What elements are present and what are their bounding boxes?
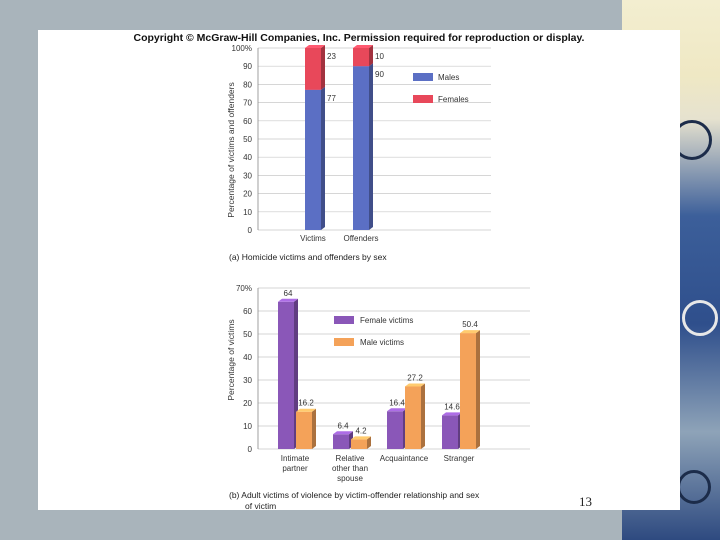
chart-b-bar-male-victims-side	[312, 408, 316, 449]
chart-b-bar-female-victims-top	[333, 431, 353, 435]
page-number: 13	[579, 494, 592, 509]
chart-a-ytick: 80	[243, 80, 252, 89]
chart-b-ytick: 60	[243, 307, 252, 316]
chart-b-caption-line2: of victim	[245, 501, 276, 510]
chart-b-ytick: 20	[243, 399, 252, 408]
chart-b-category-label: Acquaintance	[380, 454, 429, 463]
chart-b-bar-male-victims-side	[476, 330, 480, 449]
chart-a-bar-females-top	[305, 45, 325, 48]
chart-b-bar-male-victims-side	[421, 383, 425, 449]
chart-b-bar-female-victims	[278, 301, 294, 449]
chart-a-legend-swatch	[413, 73, 433, 81]
chart-b-bar-male-victims-top	[405, 383, 425, 387]
chart-b-category-label: partner	[282, 464, 308, 473]
chart-a-ytick: 0	[248, 226, 253, 235]
chart-a-caption: (a) Homicide victims and offenders by se…	[229, 252, 387, 262]
chart-a-bar-males-side	[321, 86, 325, 230]
chart-violence-by-relationship: Percentage of victims (b) Adult victims …	[226, 284, 530, 510]
chart-b-category-label: spouse	[337, 474, 363, 483]
chart-b-legend-swatch	[334, 338, 354, 346]
chart-b-value-label: 6.4	[337, 421, 349, 430]
chart-a-ytick: 60	[243, 117, 252, 126]
chart-b-bar-male-victims	[460, 333, 476, 449]
chart-a-category-label: Victims	[300, 234, 326, 243]
chart-a-value-label: 10	[375, 52, 384, 61]
chart-a-ytick: 50	[243, 135, 252, 144]
chart-a-ytick: 100%	[232, 44, 252, 53]
chart-a-bar-males-side	[369, 63, 373, 231]
chart-b-bar-male-victims-top	[296, 408, 316, 412]
chart-b-ytick: 40	[243, 353, 252, 362]
chart-b-category-label: Intimate	[281, 454, 310, 463]
chart-b-bar-male-victims	[405, 386, 421, 449]
chart-a-ytick: 30	[243, 171, 252, 180]
chart-b-ytick: 50	[243, 330, 252, 339]
chart-b-bar-female-victims-top	[442, 412, 462, 416]
chart-b-bar-male-victims	[351, 439, 367, 449]
chart-a-bar-females	[353, 48, 369, 67]
chart-b-value-label: 16.4	[389, 398, 405, 407]
chart-a-legend-label: Females	[438, 95, 469, 104]
chart-b-legend-label: Female victims	[360, 316, 413, 325]
chart-a-ytick: 20	[243, 190, 252, 199]
chart-b-bar-female-victims	[333, 434, 349, 449]
chart-a-bar-females	[305, 48, 321, 90]
chart-a-ytick: 70	[243, 99, 252, 108]
chart-a-value-label: 77	[327, 94, 336, 103]
chart-a-legend-label: Males	[438, 73, 459, 82]
slide: Copyright © McGraw-Hill Companies, Inc. …	[38, 30, 680, 510]
chart-a-value-label: 23	[327, 52, 336, 61]
chart-b-value-label: 27.2	[407, 373, 423, 382]
chart-b-caption-line1: (b) Adult victims of violence by victim-…	[229, 490, 480, 500]
chart-b-category-label: Stranger	[444, 454, 475, 463]
chart-b-bar-female-victims-top	[387, 408, 407, 412]
chart-a-bar-females-side	[369, 45, 373, 67]
chart-b-bar-male-victims	[296, 411, 312, 449]
chart-b-category-label: Relative	[336, 454, 365, 463]
chart-b-value-label: 64	[284, 289, 293, 298]
chart-b-bar-male-victims-side	[367, 436, 371, 449]
chart-b-value-label: 4.2	[355, 426, 367, 435]
chart-a-bar-females-top	[353, 45, 373, 48]
chart-homicide-by-sex: Percentage of victims and offenders (a) …	[226, 44, 491, 262]
chart-b-ytick: 10	[243, 422, 252, 431]
chart-a-bar-males	[353, 66, 369, 230]
chart-a-bar-males	[305, 89, 321, 230]
chart-b-legend-swatch	[334, 316, 354, 324]
chart-a-ylabel: Percentage of victims and offenders	[226, 82, 236, 217]
chart-a-ytick: 10	[243, 208, 252, 217]
chart-b-ytick: 0	[248, 445, 253, 454]
chart-a-ytick: 90	[243, 62, 252, 71]
chart-b-value-label: 16.2	[298, 399, 314, 408]
chart-a-value-label: 90	[375, 70, 384, 79]
chart-b-legend-label: Male victims	[360, 338, 404, 347]
chart-b-bar-female-victims	[387, 411, 403, 449]
chart-b-bar-female-victims	[442, 415, 458, 449]
chart-b-bar-male-victims-top	[460, 330, 480, 334]
copyright-notice: Copyright © McGraw-Hill Companies, Inc. …	[133, 32, 585, 44]
chart-b-ytick: 70%	[236, 284, 252, 293]
chart-a-bar-females-side	[321, 45, 325, 90]
chart-b-bar-male-victims-top	[351, 436, 371, 440]
chart-b-bar-female-victims-top	[278, 298, 298, 302]
chart-b-category-label: other than	[332, 464, 368, 473]
chart-a-legend-swatch	[413, 95, 433, 103]
chart-a-ytick: 40	[243, 153, 252, 162]
chart-b-ylabel: Percentage of victims	[226, 319, 236, 400]
chart-b-ytick: 30	[243, 376, 252, 385]
chart-b-value-label: 50.4	[462, 320, 478, 329]
chart-b-value-label: 14.6	[444, 402, 460, 411]
chart-a-category-label: Offenders	[344, 234, 379, 243]
